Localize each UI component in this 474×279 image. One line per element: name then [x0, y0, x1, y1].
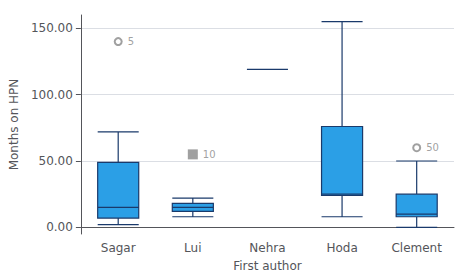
svg-text:0.00: 0.00 — [46, 220, 73, 234]
svg-text:150.00: 150.00 — [31, 21, 73, 35]
svg-text:50: 50 — [426, 142, 439, 153]
svg-text:100.00: 100.00 — [31, 88, 73, 102]
svg-text:Months on HPN: Months on HPN — [7, 79, 21, 171]
svg-text:Lui: Lui — [184, 241, 201, 255]
svg-text:50.00: 50.00 — [39, 154, 73, 168]
svg-text:Hoda: Hoda — [326, 241, 357, 255]
svg-text:First author: First author — [233, 259, 302, 273]
svg-text:10: 10 — [203, 149, 216, 160]
svg-text:Clement: Clement — [391, 241, 442, 255]
svg-text:Sagar: Sagar — [101, 241, 136, 255]
svg-text:Nehra: Nehra — [249, 241, 285, 255]
svg-text:5: 5 — [128, 36, 134, 47]
